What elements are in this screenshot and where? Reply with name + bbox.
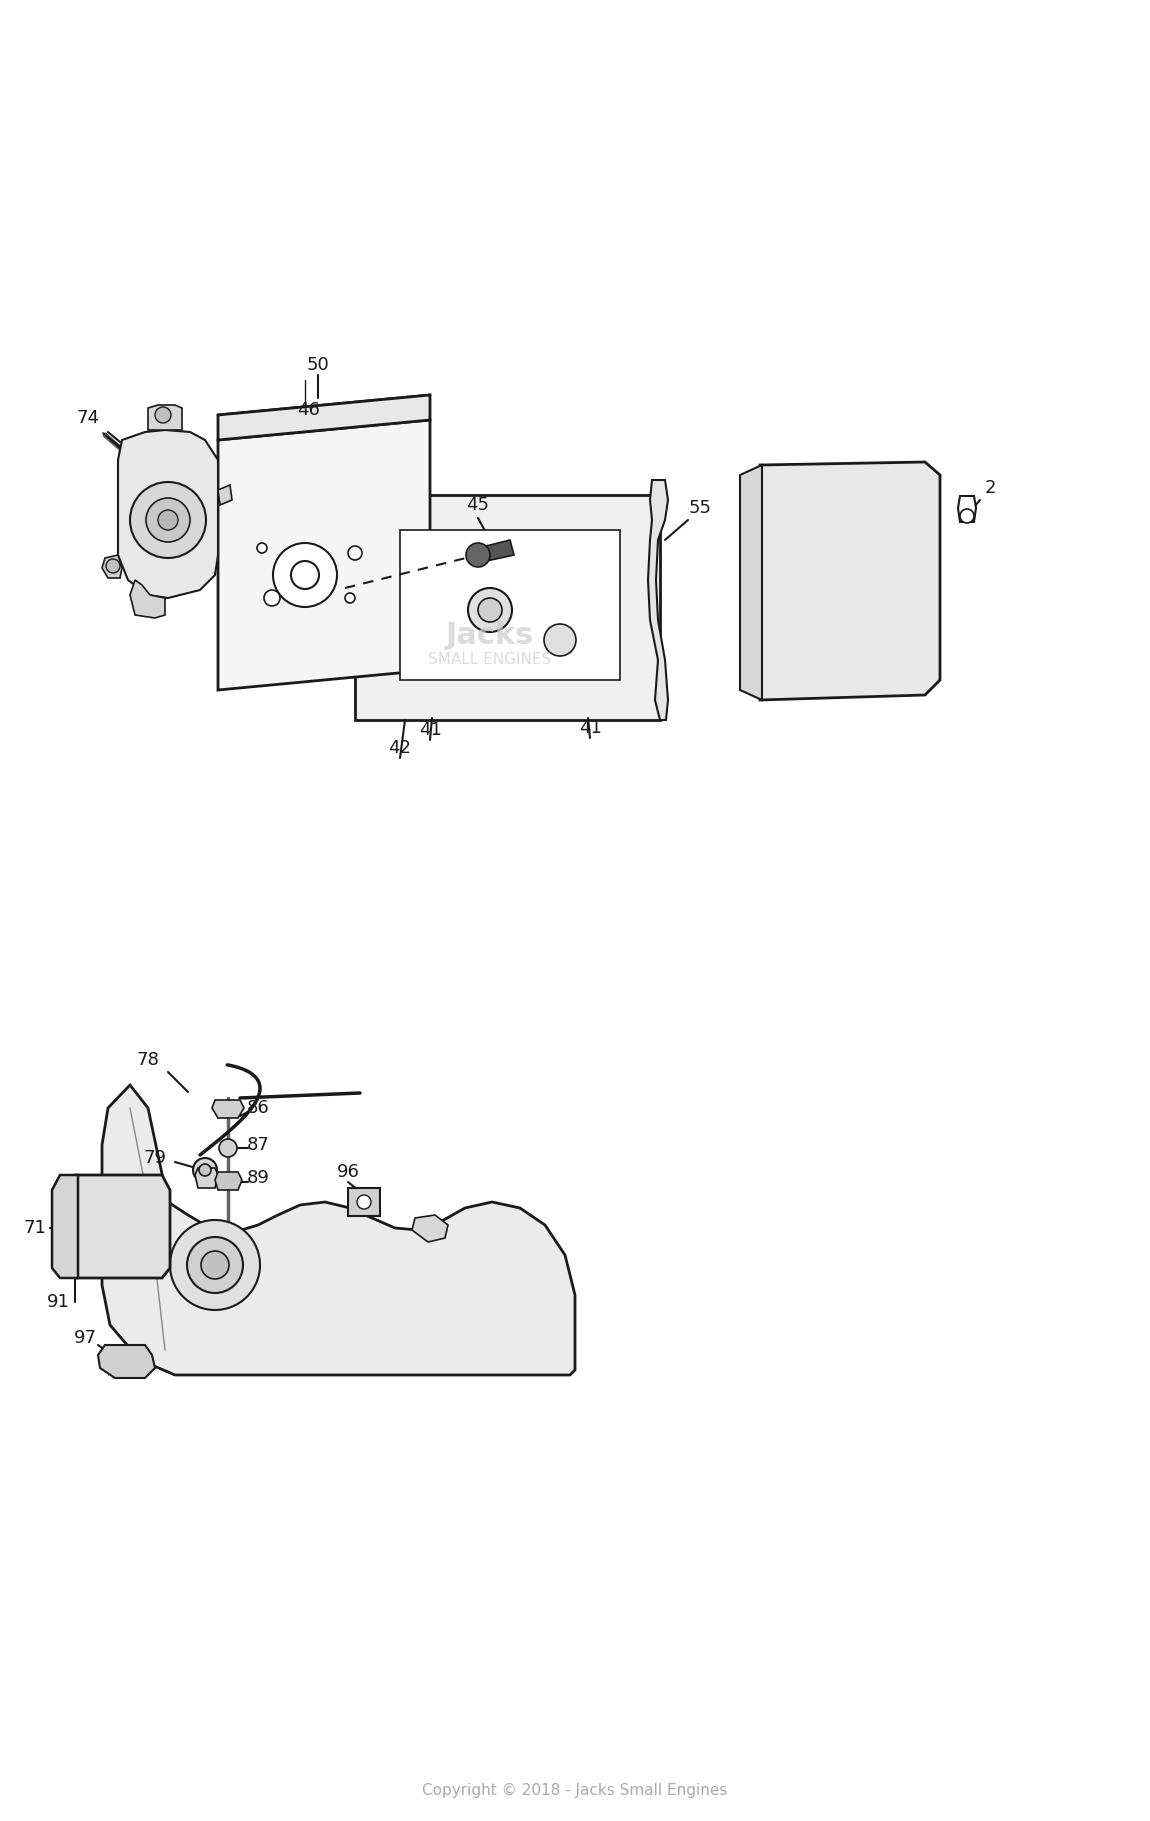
Circle shape [291,561,319,588]
Polygon shape [739,464,762,699]
Circle shape [345,594,355,603]
Text: SMALL ENGINES: SMALL ENGINES [428,652,552,668]
Polygon shape [215,1173,242,1189]
Polygon shape [196,1167,218,1187]
Circle shape [544,625,576,656]
Circle shape [193,1158,217,1182]
Circle shape [478,597,503,623]
Bar [348,1187,380,1216]
Circle shape [201,1251,229,1278]
Text: 2: 2 [984,479,996,497]
Text: 50: 50 [307,355,329,373]
Circle shape [348,546,362,561]
Text: 91: 91 [46,1293,69,1311]
Text: 41: 41 [578,719,601,738]
Text: 71: 71 [23,1218,46,1236]
Circle shape [468,588,512,632]
Text: 42: 42 [389,739,412,758]
Polygon shape [647,481,668,719]
Circle shape [466,543,490,566]
Polygon shape [212,1100,244,1118]
Circle shape [960,510,974,523]
Polygon shape [148,404,182,430]
Text: 89: 89 [246,1169,269,1187]
Polygon shape [760,463,940,699]
Circle shape [170,1220,260,1309]
Text: Copyright © 2018 - Jacks Small Engines: Copyright © 2018 - Jacks Small Engines [422,1783,728,1797]
Polygon shape [98,1346,155,1378]
Text: Jacks: Jacks [446,621,535,650]
Text: 74: 74 [77,410,100,426]
Circle shape [187,1236,243,1293]
Circle shape [218,1138,237,1156]
Text: 46: 46 [297,401,320,419]
Polygon shape [218,484,232,504]
Polygon shape [218,421,430,690]
Text: 87: 87 [246,1136,269,1155]
Polygon shape [130,581,164,617]
Polygon shape [958,495,976,523]
Circle shape [155,408,171,422]
Text: 86: 86 [246,1100,269,1116]
Polygon shape [355,495,660,719]
Text: 78: 78 [137,1051,160,1069]
Circle shape [356,1195,371,1209]
Circle shape [130,483,206,557]
Text: 41: 41 [419,721,442,739]
Text: 45: 45 [467,495,490,514]
Polygon shape [218,395,430,441]
Polygon shape [102,1085,575,1375]
Circle shape [158,510,178,530]
Polygon shape [478,541,514,563]
Text: 79: 79 [144,1149,167,1167]
Circle shape [146,497,190,543]
Circle shape [256,543,267,554]
Circle shape [273,543,337,606]
Circle shape [264,590,279,606]
Text: 97: 97 [74,1329,97,1348]
Polygon shape [400,530,620,679]
Polygon shape [412,1215,448,1242]
Circle shape [199,1164,210,1176]
Polygon shape [102,555,122,577]
Polygon shape [118,430,218,597]
Text: 55: 55 [689,499,712,517]
Text: 96: 96 [337,1164,360,1182]
Circle shape [106,559,120,574]
Polygon shape [68,1175,170,1278]
Polygon shape [52,1175,78,1278]
